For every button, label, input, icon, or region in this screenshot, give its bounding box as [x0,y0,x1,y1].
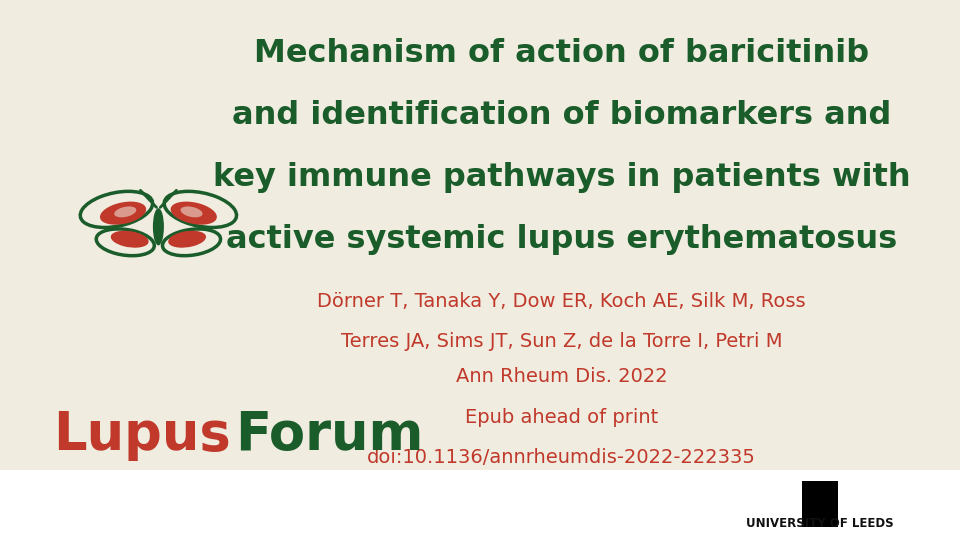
Text: Forum: Forum [235,409,423,461]
Text: doi:10.1136/annrheumdis-2022-222335: doi:10.1136/annrheumdis-2022-222335 [367,448,756,467]
Text: Terres JA, Sims JT, Sun Z, de la Torre I, Petri M: Terres JA, Sims JT, Sun Z, de la Torre I… [341,332,782,351]
Ellipse shape [110,231,149,248]
Ellipse shape [171,201,217,225]
Text: UNIVERSITY OF LEEDS: UNIVERSITY OF LEEDS [746,517,894,530]
Ellipse shape [153,208,164,245]
Text: and identification of biomarkers and: and identification of biomarkers and [232,100,891,131]
Ellipse shape [114,206,136,218]
Ellipse shape [100,201,146,225]
Ellipse shape [180,206,203,218]
Ellipse shape [168,231,206,248]
Text: key immune pathways in patients with: key immune pathways in patients with [213,162,910,193]
Bar [802,481,838,526]
Text: Ann Rheum Dis. 2022: Ann Rheum Dis. 2022 [456,367,667,386]
Text: active systemic lupus erythematosus: active systemic lupus erythematosus [226,224,898,255]
Text: Epub ahead of print: Epub ahead of print [465,408,659,427]
Text: Lupus: Lupus [53,409,230,461]
Bar [0,470,960,540]
Text: Dörner T, Tanaka Y, Dow ER, Koch AE, Silk M, Ross: Dörner T, Tanaka Y, Dow ER, Koch AE, Sil… [318,292,805,310]
Text: Mechanism of action of baricitinib: Mechanism of action of baricitinib [254,38,869,69]
